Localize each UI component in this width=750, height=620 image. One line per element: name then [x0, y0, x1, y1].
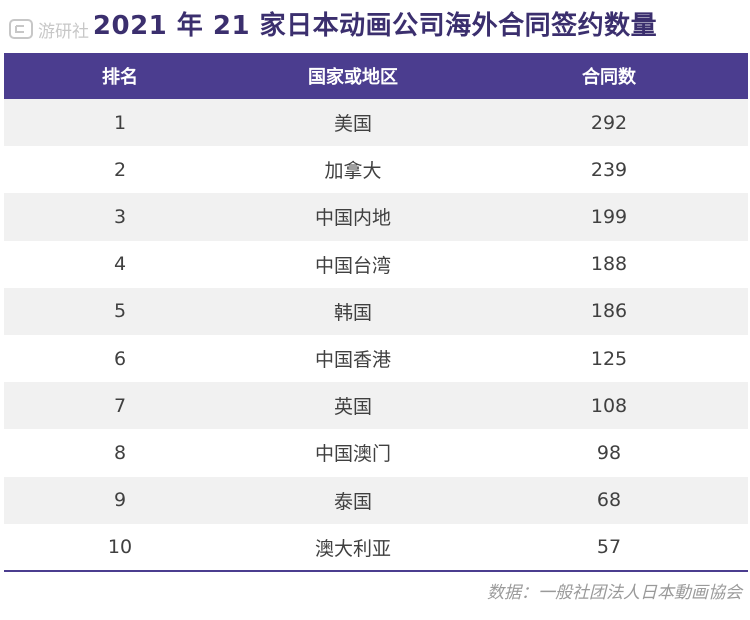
cell-rank: 8: [113, 441, 127, 464]
cell-count: 199: [590, 205, 628, 228]
cell-region: 英国: [333, 396, 372, 419]
cell-rank: 3: [113, 205, 127, 228]
cell-rank: 6: [113, 347, 127, 370]
table-row: 5 韩国 186: [4, 287, 748, 335]
source-note: 数据：一般社团法人日本動画協会: [487, 583, 742, 603]
cell-rank: 4: [113, 253, 127, 276]
cell-count: 292: [590, 111, 628, 134]
header-count: 合同数: [582, 67, 636, 88]
cell-region: 加拿大: [324, 160, 382, 183]
cell-region: 中国内地: [314, 207, 391, 230]
table-row: 9 泰国 68: [4, 476, 748, 524]
cell-rank: 9: [113, 489, 127, 512]
table-bottom-rule: [4, 570, 748, 572]
header-rank: 排名: [102, 67, 138, 88]
cell-region: 韩国: [333, 301, 372, 324]
table-body: 1 美国 292 2 加拿大 239 3 中国内地 199 4 中国台湾 188 5 韩国 186 6 中国香港…: [4, 99, 748, 571]
data-table: 排名 国家或地区 合同数 1 美国 292 2 加拿大 239 3 中国内地 199 4 中国台湾 1…: [4, 53, 748, 571]
cell-region: 中国香港: [314, 349, 391, 372]
watermark-text: 游研社: [38, 21, 89, 42]
cell-count: 239: [590, 158, 628, 181]
table-row: 1 美国 292: [4, 99, 748, 147]
table-row: 8 中国澳门 98: [4, 429, 748, 477]
cell-rank: 10: [107, 536, 133, 559]
table-row: 6 中国香港 125: [4, 334, 748, 383]
chart-title: 2021 年 21 家日本动画公司海外合同签约数量: [92, 11, 658, 41]
cell-region: 泰国: [333, 490, 372, 513]
table-header-row: 排名 国家或地区 合同数: [4, 53, 748, 99]
cell-count: 125: [590, 347, 628, 370]
cell-region: 中国澳门: [314, 443, 391, 466]
cell-region: 中国台湾: [314, 254, 391, 277]
header-region: 国家或地区: [308, 67, 398, 88]
cell-rank: 5: [113, 300, 127, 323]
table-row: 3 中国内地 199: [4, 193, 748, 241]
table-row: 10 澳大利亚 57: [4, 523, 748, 571]
table-row: 2 加拿大 239: [4, 146, 748, 194]
cell-rank: 7: [113, 394, 127, 417]
cell-count: 98: [596, 441, 622, 464]
table-row: 7 英国 108: [4, 382, 748, 430]
cell-count: 57: [596, 536, 622, 559]
cell-region: 澳大利亚: [314, 537, 391, 560]
cell-count: 108: [590, 394, 628, 417]
cell-count: 68: [596, 489, 622, 512]
cell-count: 186: [590, 300, 628, 323]
watermark: 游研社: [8, 16, 89, 42]
cell-region: 美国: [333, 113, 372, 136]
table-row: 4 中国台湾 188: [4, 240, 748, 288]
watermark-logo-icon: [9, 19, 33, 39]
cell-rank: 1: [113, 111, 127, 134]
cell-count: 188: [590, 253, 628, 276]
cell-rank: 2: [113, 158, 127, 181]
